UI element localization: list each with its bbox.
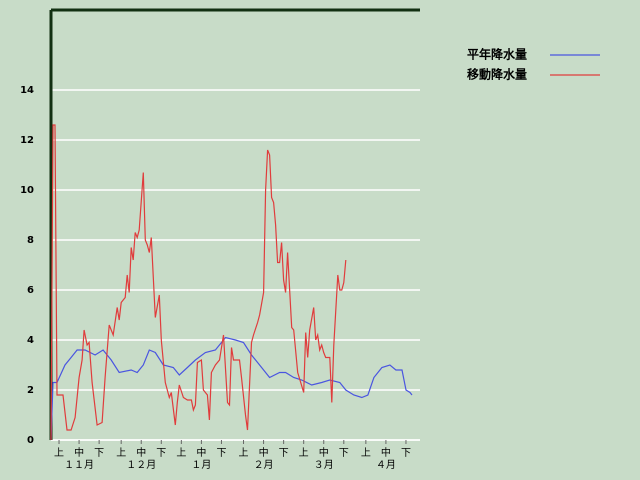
y-tick-label: 2 <box>27 385 34 396</box>
x-tick-label: 下 <box>339 448 349 459</box>
x-tick-label: 下 <box>279 448 289 459</box>
y-tick-label: 14 <box>20 85 34 96</box>
month-label: ３月 <box>314 459 334 471</box>
legend-label: 移動降水量 <box>467 67 527 82</box>
x-tick-label: 下 <box>401 448 411 459</box>
x-tick-label: 上 <box>361 447 371 459</box>
x-tick-label: 中 <box>196 446 206 459</box>
x-tick-label: 上 <box>54 447 64 459</box>
legend-label: 平年降水量 <box>467 47 527 62</box>
series-line <box>50 124 347 441</box>
x-tick-label: 中 <box>259 446 269 459</box>
y-tick-label: 4 <box>27 335 34 346</box>
x-tick-label: 中 <box>136 446 146 459</box>
y-tick-label: 8 <box>27 235 34 246</box>
x-tick-label: 下 <box>156 448 166 459</box>
x-tick-label: 上 <box>299 447 309 459</box>
month-label: １月 <box>191 459 211 471</box>
month-label: ２月 <box>254 459 274 471</box>
month-label: ４月 <box>376 459 396 471</box>
x-tick-label: 中 <box>319 446 329 459</box>
x-tick-label: 下 <box>216 448 226 459</box>
x-tick-label: 上 <box>176 447 186 459</box>
y-tick-label: 12 <box>20 135 34 146</box>
y-tick-label: 10 <box>20 185 34 196</box>
x-tick-label: 下 <box>94 448 104 459</box>
x-tick-label: 上 <box>116 447 126 459</box>
y-tick-label: 6 <box>27 285 34 296</box>
x-tick-label: 中 <box>381 446 391 459</box>
x-tick-label: 中 <box>74 446 84 459</box>
series-line <box>50 336 413 441</box>
month-label: １１月 <box>64 459 94 471</box>
x-tick-label: 上 <box>239 447 249 459</box>
y-tick-label: 0 <box>27 435 34 446</box>
month-label: １２月 <box>126 459 156 471</box>
